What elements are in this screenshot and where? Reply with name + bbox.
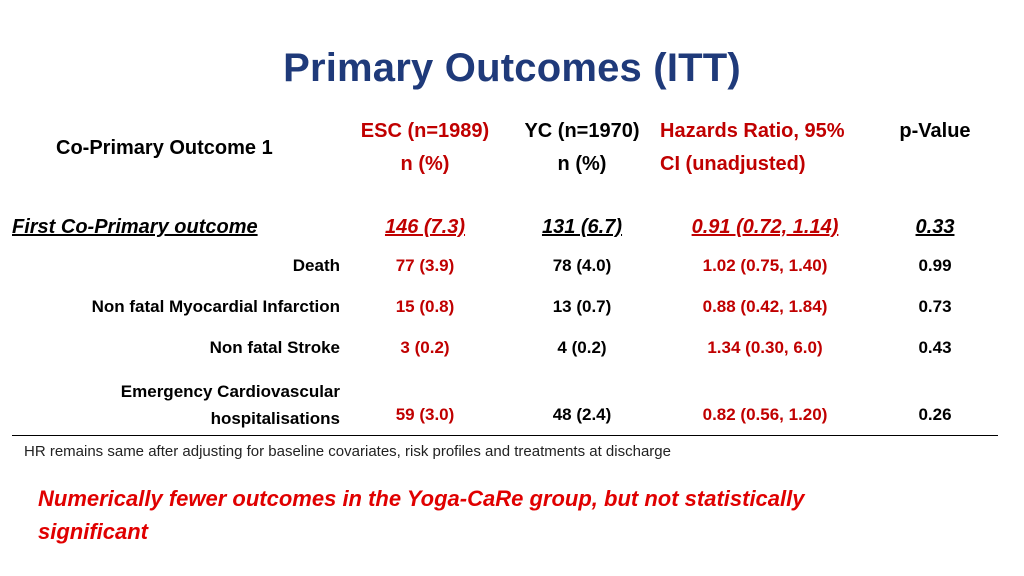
section-pvalue: 0.33 xyxy=(915,216,955,238)
cell-yc: 78 (4.0) xyxy=(552,256,612,275)
column-header-pvalue-line1: p-Value xyxy=(899,120,971,142)
row-label-stroke: Non fatal Stroke xyxy=(209,338,340,357)
cell-hr: 1.34 (0.30, 6.0) xyxy=(707,338,823,357)
cell-hr: 0.82 (0.56, 1.20) xyxy=(702,405,828,424)
row-label-myocardial-infarction: Non fatal Myocardial Infarction xyxy=(91,297,340,316)
cell-esc: 15 (0.8) xyxy=(395,297,455,316)
cell-pvalue: 0.99 xyxy=(918,256,952,275)
conclusion-line1: Numerically fewer outcomes in the Yoga-C… xyxy=(38,486,805,511)
footnote: HR remains same after adjusting for base… xyxy=(24,443,671,460)
cell-yc: 48 (2.4) xyxy=(552,405,612,424)
cell-yc: 4 (0.2) xyxy=(557,338,607,357)
cell-esc: 59 (3.0) xyxy=(395,405,455,424)
cell-pvalue: 0.26 xyxy=(918,405,952,424)
section-yc: 131 (6.7) xyxy=(541,216,623,238)
column-header-yc: YC (n=1970) n (%) xyxy=(507,115,657,181)
section-label: First Co-Primary outcome xyxy=(12,216,258,238)
cell-hr: 0.88 (0.42, 1.84) xyxy=(702,297,828,316)
conclusion-line2: significant xyxy=(38,519,149,544)
conclusion: Numerically fewer outcomes in the Yoga-C… xyxy=(38,482,805,548)
column-header-hr: Hazards Ratio, 95% CI (unadjusted) xyxy=(660,115,845,181)
column-header-esc-line1: ESC (n=1989) xyxy=(360,120,490,142)
cell-esc: 77 (3.9) xyxy=(395,256,455,275)
page-title: Primary Outcomes (ITT) xyxy=(283,46,741,90)
column-header-yc-line2: n (%) xyxy=(557,153,607,175)
row-label-line1: Emergency Cardiovascular xyxy=(120,382,340,401)
row-header-label: Co-Primary Outcome 1 xyxy=(56,137,273,159)
section-esc: 146 (7.3) xyxy=(384,216,466,238)
cell-pvalue: 0.43 xyxy=(918,338,952,357)
column-header-hr-line1: Hazards Ratio, 95% xyxy=(660,120,845,142)
row-label-death: Death xyxy=(292,256,340,275)
cell-pvalue: 0.73 xyxy=(918,297,952,316)
column-header-yc-line1: YC (n=1970) xyxy=(524,120,640,142)
table-bottom-rule xyxy=(12,435,998,436)
cell-hr: 1.02 (0.75, 1.40) xyxy=(702,256,828,275)
column-header-pvalue: p-Value xyxy=(880,115,990,148)
row-label-hospitalisations: Emergency Cardiovascular hospitalisation… xyxy=(12,378,340,432)
row-label-line2: hospitalisations xyxy=(210,409,340,428)
section-hr: 0.91 (0.72, 1.14) xyxy=(691,216,839,238)
column-header-esc: ESC (n=1989) n (%) xyxy=(345,115,505,181)
cell-esc: 3 (0.2) xyxy=(400,338,450,357)
cell-yc: 13 (0.7) xyxy=(552,297,612,316)
column-header-esc-line2: n (%) xyxy=(400,153,450,175)
column-header-hr-line2: CI (unadjusted) xyxy=(660,153,806,175)
